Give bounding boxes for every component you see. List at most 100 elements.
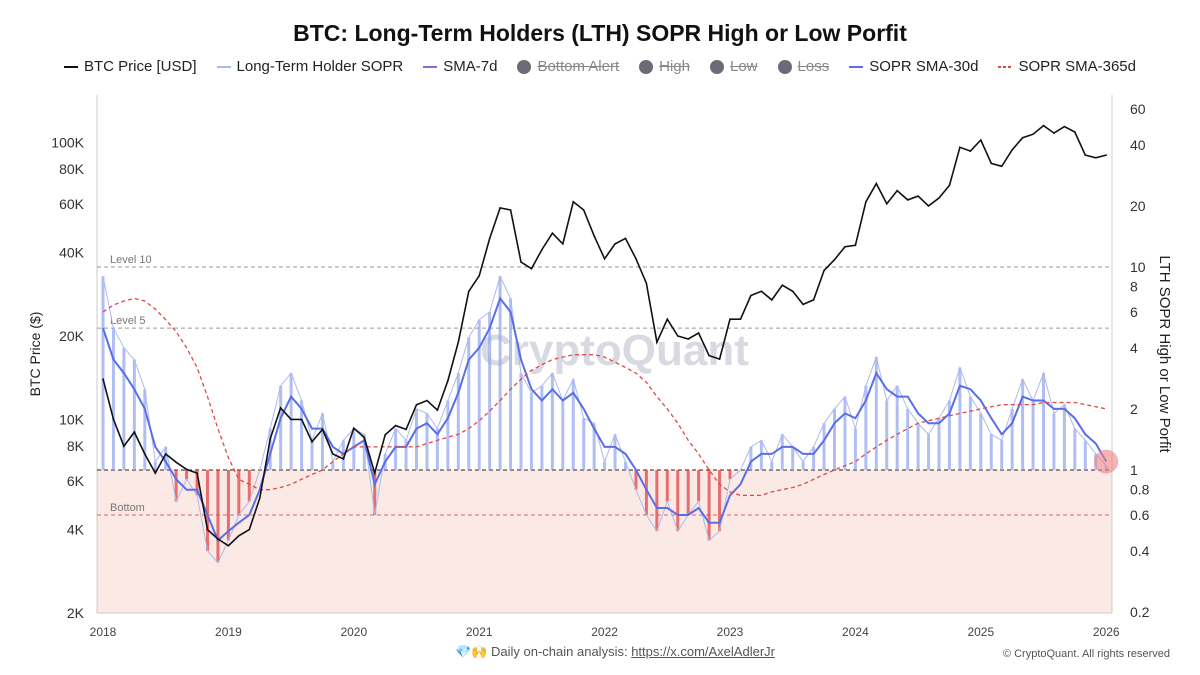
y-right-tick-label: 40	[1130, 137, 1146, 153]
btc-price-point	[1032, 133, 1034, 136]
btc-price-point	[1042, 124, 1045, 127]
legend-dot-icon	[710, 59, 724, 74]
y-left-tick-label: 80K	[59, 161, 85, 177]
btc-price-point	[697, 332, 700, 334]
btc-price-point	[739, 318, 742, 320]
x-tick-label: 2022	[591, 625, 618, 639]
btc-price-point	[1011, 149, 1013, 151]
y-right-tick-label: 1	[1130, 462, 1138, 478]
btc-price-point	[185, 468, 188, 471]
btc-price-point	[102, 378, 104, 380]
btc-price-point	[760, 290, 763, 293]
btc-price-point	[656, 341, 658, 343]
btc-price-point	[1021, 136, 1024, 139]
legend-label: SMA-7d	[443, 58, 498, 75]
btc-price-point	[854, 244, 857, 247]
btc-price-point	[603, 257, 606, 260]
btc-price-point	[238, 534, 240, 537]
legend-item[interactable]: Bottom Alert	[517, 58, 619, 75]
btc-price-point	[823, 269, 825, 272]
btc-price-point	[572, 201, 575, 203]
btc-price-point	[248, 528, 251, 531]
btc-price-point	[906, 199, 909, 201]
legend-dot-icon	[639, 59, 654, 74]
btc-price-point	[781, 284, 784, 287]
legend-swatch	[216, 65, 231, 68]
y-right-tick-label: 6	[1130, 304, 1138, 320]
btc-price-point	[865, 201, 867, 203]
btc-price-point	[227, 544, 230, 547]
y-right-tick-label: 0.2	[1130, 604, 1150, 620]
reference-label: Level 10	[110, 254, 152, 266]
btc-price-point	[123, 445, 125, 448]
btc-price-point	[426, 399, 428, 402]
copyright: © CryptoQuant. All rights reserved	[1002, 648, 1170, 660]
legend-item[interactable]: Low	[710, 58, 758, 75]
btc-price-point	[875, 182, 878, 185]
btc-price-point	[959, 146, 961, 149]
legend-item[interactable]: High	[639, 58, 690, 75]
sopr-sma365-line	[102, 297, 1107, 497]
btc-price-point	[896, 189, 898, 192]
legend-item[interactable]: SMA-7d	[423, 58, 497, 75]
legend-item[interactable]: BTC Price [USD]	[64, 58, 197, 75]
btc-price-point	[196, 472, 198, 474]
btc-price-point	[582, 209, 585, 211]
loss-zone	[97, 470, 1112, 613]
btc-price-point	[342, 458, 345, 460]
btc-price-point	[467, 290, 470, 293]
y-right-tick-label: 0.6	[1130, 507, 1150, 523]
legend-item[interactable]: SOPR SMA-30d	[849, 58, 978, 75]
legend-label: High	[659, 58, 690, 75]
btc-price-point	[488, 237, 491, 240]
btc-price-point	[917, 195, 919, 197]
y-right-tick-label: 2	[1130, 401, 1138, 417]
legend-item[interactable]: Long-Term Holder SOPR	[216, 58, 403, 75]
legend-item[interactable]: Loss	[777, 58, 829, 75]
y-right-tick-label: 4	[1130, 340, 1138, 356]
legend-dot-icon	[517, 59, 532, 74]
watermark: CryptoQuant	[480, 326, 749, 375]
y-right-tick-label: 0.4	[1130, 543, 1150, 559]
legend-label: Bottom Alert	[537, 58, 620, 75]
legend-label: Low	[730, 58, 758, 75]
btc-price-point	[1053, 132, 1055, 134]
btc-price-point	[635, 257, 637, 260]
btc-price-point	[844, 245, 846, 248]
legend-label: SOPR SMA-30d	[869, 58, 979, 75]
btc-price-point	[1000, 165, 1003, 168]
legend-item[interactable]: SOPR SMA-365d	[998, 58, 1136, 75]
btc-price-point	[217, 538, 219, 540]
y-right-tick-label: 60	[1130, 101, 1146, 117]
btc-price-point	[258, 497, 261, 499]
btc-price-point	[478, 274, 481, 277]
btc-price-point	[332, 453, 334, 455]
y-right-tick-label: 10	[1130, 259, 1146, 275]
legend: BTC Price [USD] Long-Term Holder SOPR SMA-…	[0, 58, 1200, 75]
footer: 💎🙌 Daily on-chain analysis: https://x.co…	[455, 644, 775, 660]
x-tick-label: 2020	[340, 625, 367, 639]
btc-price-point	[666, 318, 669, 320]
btc-price-point	[750, 294, 752, 297]
btc-price-point	[206, 528, 209, 531]
btc-price-point	[938, 197, 940, 199]
y-right-tick-label: 0.8	[1130, 482, 1150, 498]
y-right-tick-label: 8	[1130, 279, 1138, 295]
btc-price-point	[457, 341, 460, 343]
y-right-tick-label: 20	[1130, 198, 1146, 214]
footer-link[interactable]: https://x.com/AxelAdlerJr	[631, 644, 775, 659]
btc-price-point	[969, 150, 972, 152]
reference-label: Level 5	[110, 315, 145, 327]
btc-price-point	[1063, 125, 1066, 128]
x-tick-label: 2018	[90, 625, 117, 639]
y-left-tick-label: 10K	[59, 411, 85, 427]
btc-price-point	[771, 299, 773, 301]
btc-price-point	[321, 428, 324, 431]
btc-price-point	[802, 303, 804, 306]
chart-title: BTC: Long-Term Holders (LTH) SOPR High o…	[293, 20, 907, 46]
btc-price-point	[990, 162, 993, 165]
btc-price-point	[676, 335, 679, 337]
y-left-tick-label: 20K	[59, 328, 85, 344]
btc-price-point	[980, 139, 982, 141]
